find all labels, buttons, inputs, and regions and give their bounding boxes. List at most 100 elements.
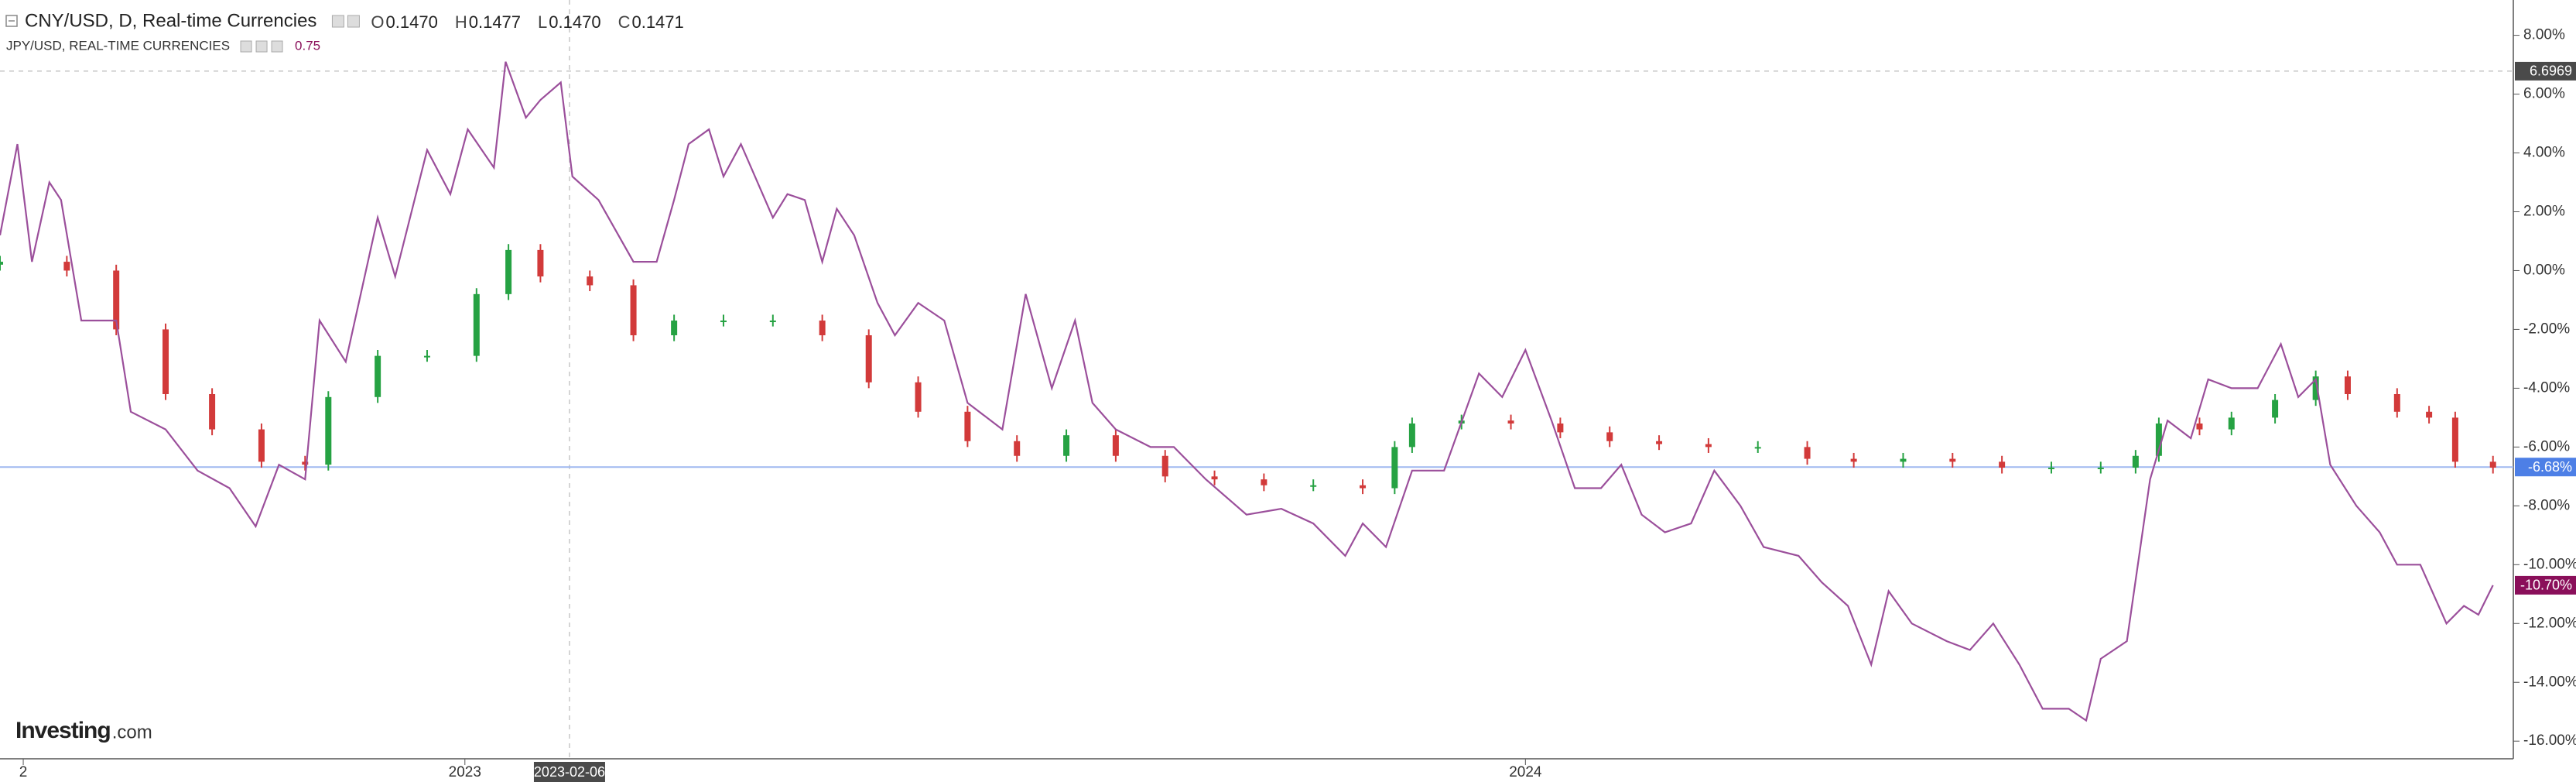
y-tick-label: -10.00%: [2523, 556, 2576, 572]
crosshair-date-box: [533, 762, 605, 782]
candle-body: [473, 293, 480, 356]
series-line: [0, 61, 2494, 722]
candle-body: [819, 321, 826, 336]
candle-body: [1161, 455, 1168, 477]
y-tick-label: 2.00%: [2523, 204, 2565, 220]
candle-body: [1999, 461, 2006, 468]
y-tick-label: -14.00%: [2523, 674, 2576, 690]
y-tick-label: 0.00%: [2523, 262, 2565, 278]
candle-body: [1754, 447, 1761, 449]
ohlc-label: C: [618, 12, 631, 32]
candle-body: [2312, 376, 2319, 400]
candle-body: [209, 393, 216, 430]
crosshair-date-label: 2023-02-06: [534, 764, 605, 780]
ohlc-value: 0.1471: [631, 12, 683, 32]
candle-body: [113, 270, 120, 330]
x-tick-label: 2: [19, 764, 28, 780]
y-tick-label: 4.00%: [2523, 145, 2565, 161]
collapse-icon[interactable]: [5, 15, 18, 27]
y-tick-label: -8.00%: [2523, 497, 2570, 513]
header: CNY/USD, D, Real-time Currencies JPY/USD…: [5, 10, 316, 53]
candle-body: [671, 321, 678, 336]
candle-body: [1360, 485, 1367, 489]
candle-body: [2451, 417, 2458, 462]
watermark-suffix: .com: [112, 722, 152, 743]
symbol-title: CNY/USD, D, Real-time Currencies: [25, 10, 316, 31]
y-tick-label: -16.00%: [2523, 732, 2576, 749]
watermark-brand: Investing: [15, 718, 111, 743]
ohlc-label: O: [371, 12, 384, 32]
candle-body: [915, 382, 922, 412]
candle-body: [587, 276, 594, 286]
y-tick-label: 6.00%: [2523, 86, 2565, 102]
candle-body: [2344, 376, 2351, 394]
ohlc-value: 0.1477: [469, 12, 521, 32]
series-icon: [240, 40, 252, 53]
candle-body: [2132, 455, 2139, 468]
candle-body: [769, 321, 776, 323]
crosshair-price-box: [2515, 61, 2576, 81]
watermark: Investing: [15, 718, 111, 743]
candle-body: [1606, 432, 1613, 441]
candle-body: [302, 461, 309, 465]
candle-body: [1063, 435, 1070, 456]
candle-body: [537, 249, 544, 277]
candle-body: [1261, 479, 1267, 485]
candle-body: [1112, 435, 1119, 456]
candle-body: [1804, 447, 1811, 459]
candle-body: [2155, 423, 2162, 456]
series-icon: [271, 40, 283, 53]
candle-body: [865, 335, 872, 382]
candle-body: [2047, 467, 2054, 469]
candle-body: [2489, 461, 2496, 468]
candle-body: [1949, 458, 1956, 462]
ohlc-value: 0.1470: [549, 12, 600, 32]
candle-body: [1850, 458, 1857, 462]
ohlc-label: H: [455, 12, 467, 32]
candle-body: [964, 411, 971, 441]
candle-body: [1014, 441, 1021, 456]
marker-label: -10.70%: [2520, 578, 2572, 593]
candle-body: [258, 429, 265, 462]
compare-title: JPY/USD, REAL-TIME CURRENCIES: [6, 38, 230, 53]
candle-body: [2393, 393, 2400, 412]
ohlc-value: 0.1470: [386, 12, 438, 32]
candle-body: [1310, 485, 1317, 487]
candle-body: [0, 262, 3, 265]
candle-body: [1408, 423, 1415, 448]
settings-icon: [347, 15, 360, 28]
candle-body: [1557, 423, 1564, 433]
y-tick-label: -6.00%: [2523, 438, 2570, 454]
y-tick-label: -4.00%: [2523, 379, 2570, 396]
candle-body: [2097, 467, 2104, 469]
candle-body: [162, 329, 169, 394]
candle-body: [630, 285, 637, 336]
settings-icon: [331, 15, 344, 28]
candle-body: [2196, 423, 2203, 430]
series-icon: [255, 40, 268, 53]
crosshair-price-label: 6.6969: [2530, 63, 2572, 79]
x-tick-label: 2024: [1509, 764, 1542, 780]
y-tick-label: -12.00%: [2523, 615, 2576, 631]
marker-box: [2515, 458, 2576, 477]
compare-value: 0.75: [295, 38, 320, 53]
candle-body: [325, 396, 332, 465]
candle-body: [1656, 441, 1663, 444]
candle-body: [2272, 400, 2279, 418]
candle-body: [505, 249, 512, 294]
candle-body: [1391, 447, 1398, 489]
y-tick-label: 8.00%: [2523, 27, 2565, 43]
candle-body: [63, 262, 70, 271]
ohlc-label: L: [538, 12, 547, 32]
y-tick-label: -2.00%: [2523, 321, 2570, 337]
x-tick-label: 2023: [449, 764, 481, 780]
candle-body: [1705, 444, 1712, 448]
candle-body: [1507, 420, 1514, 424]
candle-body: [1900, 458, 1907, 462]
candle-body: [2426, 411, 2433, 418]
candle-body: [423, 355, 430, 358]
candle-body: [2228, 417, 2235, 430]
candle-body: [375, 355, 381, 397]
